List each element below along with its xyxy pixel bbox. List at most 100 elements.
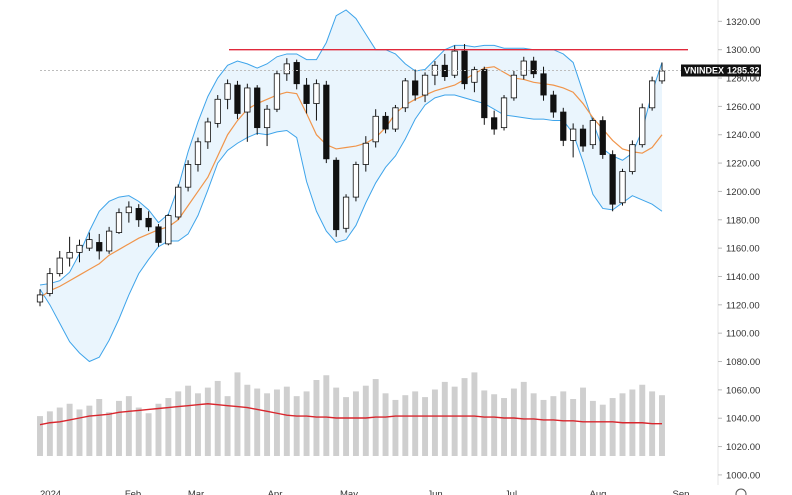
volume-bar — [402, 395, 409, 456]
price-tick-label: 1140.00 — [726, 272, 760, 283]
candle-body-up — [639, 107, 646, 146]
time-axis: 2024 Feb Mar Apr May Jun Jul Aug Sep — [40, 489, 689, 495]
candle-body-up — [184, 164, 192, 188]
time-tick-label: Feb — [125, 489, 141, 495]
candle — [115, 208, 123, 234]
candle — [263, 104, 271, 147]
candle — [303, 78, 310, 114]
candle-body-up — [421, 74, 429, 96]
time-tick-label: Jul — [505, 489, 517, 495]
candle — [86, 232, 93, 251]
candle-body-down — [550, 94, 557, 113]
candle-body-up — [86, 239, 93, 249]
candle — [579, 124, 587, 152]
candle — [342, 194, 350, 233]
candle — [540, 66, 547, 101]
time-tick-label: Aug — [590, 489, 607, 495]
candle — [184, 160, 192, 192]
volume-bar — [540, 399, 547, 456]
candle-body-down — [609, 154, 616, 205]
candle — [214, 95, 221, 128]
price-tick-label: 1060.00 — [726, 385, 760, 396]
candle — [293, 59, 300, 90]
volume-bar — [659, 395, 665, 456]
candle-body-down — [135, 208, 142, 221]
candle-body-down — [323, 84, 330, 160]
candle-body-down — [491, 117, 498, 130]
settings-icon[interactable] — [735, 488, 747, 495]
candle-body-up — [392, 107, 399, 130]
candle — [273, 70, 281, 113]
bollinger-lower-line — [39, 94, 663, 363]
candle — [254, 85, 261, 135]
volume-bar — [323, 375, 330, 456]
time-tick-label: May — [340, 489, 358, 495]
price-tick-label: 1260.00 — [726, 102, 760, 113]
candle-body-up — [451, 50, 458, 76]
candle-body-up — [342, 196, 350, 229]
candle-body-up — [362, 142, 369, 165]
volume-bar — [165, 398, 172, 456]
candle — [372, 109, 379, 148]
time-tick-label: Apr — [268, 489, 283, 495]
candle-body-up — [115, 212, 123, 233]
candle — [352, 161, 360, 202]
volume-bar — [560, 391, 567, 456]
candle — [323, 80, 330, 164]
time-tick-label: Sep — [673, 489, 690, 495]
volume-bar — [639, 384, 646, 456]
candle — [175, 184, 182, 220]
moving-average-line — [39, 66, 663, 299]
candle — [224, 79, 231, 110]
candle-body-down — [579, 128, 587, 147]
candle-body-up — [649, 80, 656, 109]
volume-bar — [175, 391, 182, 456]
candle-body-up — [629, 144, 636, 172]
volume-bar — [471, 372, 478, 456]
candle-body-up — [273, 73, 281, 110]
candle-body-down — [481, 69, 488, 119]
volume-bar — [501, 398, 507, 456]
candle-body-up — [76, 244, 83, 253]
volume-bar — [273, 389, 280, 456]
candle-body-up — [263, 108, 271, 129]
volume-bar — [491, 394, 498, 456]
bollinger-band-fill — [40, 10, 662, 362]
volume-bar — [333, 387, 340, 456]
candle-body-down — [530, 60, 537, 75]
candle — [619, 168, 626, 206]
candle-body-up — [204, 121, 211, 143]
candle-body-up — [313, 83, 320, 104]
volume-bar — [37, 416, 43, 456]
volume-bar — [362, 385, 369, 456]
price-tick-label: 1000.00 — [726, 470, 760, 481]
candle-body-up — [224, 83, 231, 100]
candle — [145, 211, 152, 232]
candle — [658, 62, 666, 84]
candle — [599, 116, 606, 159]
volume-bar — [204, 387, 211, 456]
candle — [204, 117, 211, 149]
price-tick-label: 1220.00 — [726, 159, 760, 170]
volume-bar — [451, 386, 458, 456]
candle — [194, 137, 202, 172]
candle-body-up — [352, 164, 360, 198]
volume-bar — [431, 389, 438, 456]
candle — [96, 233, 103, 260]
volume-bar — [461, 378, 468, 456]
volume-bar — [382, 393, 389, 456]
volume-bar — [609, 398, 616, 456]
price-tick-label: 1020.00 — [726, 442, 760, 453]
volume-bar — [313, 380, 320, 456]
volume-bar — [599, 404, 606, 456]
time-tick-label: 2024 — [40, 489, 61, 495]
candle-body-up — [471, 69, 478, 83]
candle — [313, 79, 320, 121]
volume-bar — [530, 393, 537, 456]
candle — [481, 66, 488, 125]
candle-body-up — [658, 70, 666, 82]
volume-bar — [422, 397, 429, 456]
candle-body-up — [244, 87, 251, 113]
candle-body-down — [303, 84, 310, 104]
volume-bar — [46, 411, 53, 456]
